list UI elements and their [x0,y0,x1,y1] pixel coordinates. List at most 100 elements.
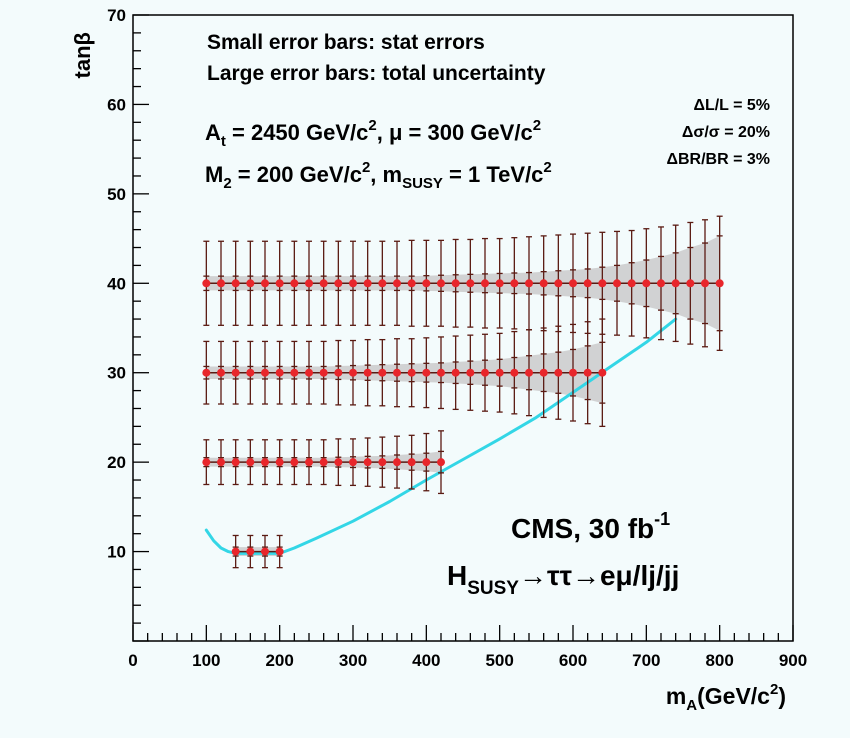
data-point [642,279,651,288]
data-point [349,458,357,467]
data-point [231,458,240,467]
params1-b-sup: 2 [368,117,376,134]
annotation-channel: HSUSY→ττ→eμ/lj/jj [447,560,679,599]
data-point [583,368,592,377]
x-axis-label: mA(GeV/c2) [666,681,786,714]
data-point [569,368,577,377]
data-point [261,458,269,467]
data-point [217,458,225,467]
data-point [451,279,460,288]
data-point [598,279,607,288]
x-tick-label: 900 [779,651,807,670]
data-point [437,458,445,467]
data-point [319,279,328,288]
y-tick-label: 10 [107,543,126,562]
plot-frame [132,14,794,642]
data-point [305,279,313,288]
data-point [363,279,372,288]
data-point [451,368,460,377]
data-point [202,279,211,288]
data-point [275,279,284,288]
x-tick-label: 300 [339,651,367,670]
params1-c: , μ = 300 GeV/c [377,120,533,145]
data-point [334,458,343,467]
data-point [305,458,313,467]
data-point [466,368,475,377]
annotation-params-2: M2 = 200 GeV/c2, mSUSY = 1 TeV/c2 [205,159,552,192]
data-point [613,279,621,288]
data-point [393,368,401,377]
annotation-br-syst: ΔBR/BR = 3% [666,151,770,168]
annotation-lumi-syst: ΔL/L = 5% [693,97,770,114]
data-point [715,279,724,288]
params1-a: A [205,120,221,145]
cms-lumi-sup: -1 [654,509,670,529]
data-point [334,368,343,377]
data-point [217,279,225,288]
data-point [657,279,665,288]
boundary-curve [204,317,678,555]
annotation-params-1: At = 2450 GeV/c2, μ = 300 GeV/c2 [205,117,541,150]
data-points [202,279,724,556]
data-point [378,279,387,288]
data-point [246,368,255,377]
channel-h: H [447,560,467,591]
data-point [363,368,372,377]
params2-d: = 1 TeV/c [443,162,543,187]
data-point [349,279,357,288]
data-point [583,279,592,288]
data-point [378,368,387,377]
annotation-cms-lumi: CMS, 30 fb-1 [511,509,670,544]
data-point [554,368,563,377]
x-tick-label: 800 [705,651,733,670]
data-point [261,368,269,377]
data-point [202,458,211,467]
params2-c: , m [370,162,402,187]
data-point [349,368,357,377]
params1-b: = 2450 GeV/c [226,120,369,145]
annotation-total-uncertainty: Large error bars: total uncertainty [207,62,546,85]
y-tick-label: 20 [107,453,126,472]
data-point [305,368,313,377]
x-axis-label-unit: (GeV/c [697,683,770,709]
params2-c-sub: SUSY [402,175,443,192]
y-tick-label: 40 [107,274,126,293]
params2-a: M [205,162,223,187]
data-point [231,547,240,556]
x-axis-label-unit-sup: 2 [770,681,778,698]
y-axis-label: tanβ [70,32,95,78]
annotation-stat-errors: Small error bars: stat errors [207,31,485,54]
data-point [539,279,548,288]
data-point [598,368,607,377]
data-point [319,458,328,467]
data-point [407,368,416,377]
data-point [422,368,431,377]
params2-a-sub: 2 [223,175,231,192]
data-point [246,458,255,467]
x-tick-label: 100 [192,651,220,670]
params1-a-sub: t [221,133,226,150]
data-point [261,279,269,288]
data-point [671,279,680,288]
data-point [275,547,284,556]
data-point [510,368,519,377]
data-point [525,368,533,377]
x-axis-label-m: m [666,683,686,709]
x-tick-label: 600 [559,651,587,670]
data-point [290,458,299,467]
data-point [231,368,240,377]
data-point [422,279,431,288]
data-point [275,458,284,467]
data-point [437,279,445,288]
axis-tick-labels: 0 100 200 300 400 500 600 700 800 900 10 20 30 40 50 60… [107,6,807,670]
x-axis-label-unit-end: ) [778,683,786,709]
data-point [393,458,401,467]
boundary-curve-line [204,317,678,555]
data-point [539,368,548,377]
x-axis-label-sub: A [686,697,697,714]
data-point [275,368,284,377]
channel-sub: SUSY [467,578,519,599]
data-point [686,279,695,288]
